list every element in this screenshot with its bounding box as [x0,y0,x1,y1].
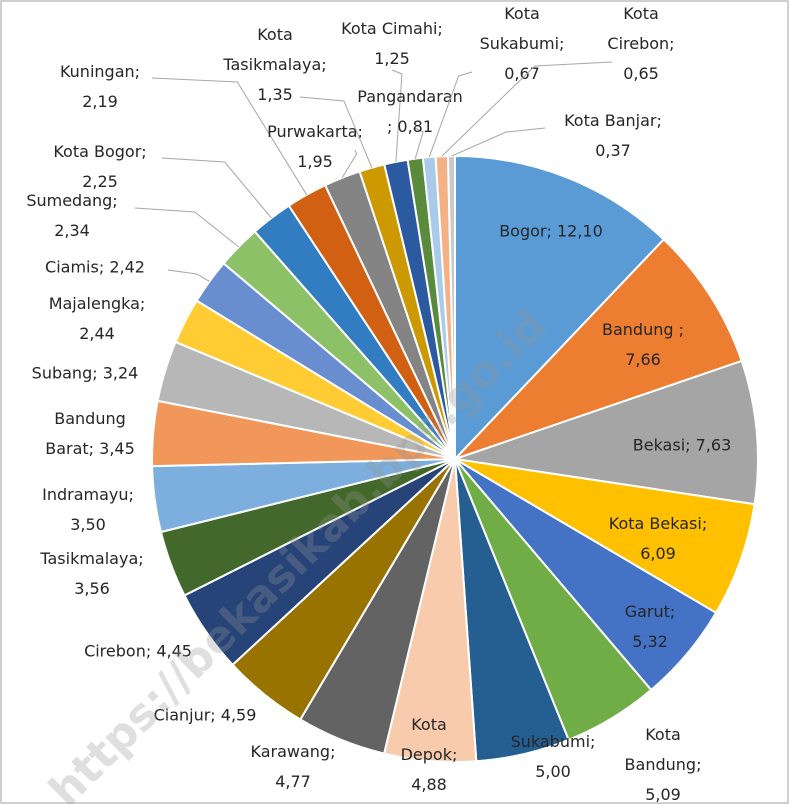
data-label: Kota Bekasi; 6,09 [609,514,707,563]
data-label: Sumedang; 2,34 [26,191,117,240]
data-label: Cirebon; 4,45 [84,642,192,661]
leader-line [391,69,403,162]
leader-line [167,269,210,282]
leader-line [414,127,424,159]
data-label: Kota Cirebon; 0,65 [607,4,674,83]
data-label: Bandung Barat; 3,45 [45,409,135,458]
data-label: Kota Bandung; 5,09 [625,725,702,804]
leader-line [161,157,272,219]
leader-line [134,207,239,248]
data-label: Kota Tasikmalaya; 1,35 [222,25,326,104]
leader-line [428,71,473,158]
leader-line [341,149,358,179]
data-label: Cianjur; 4,59 [154,706,257,725]
data-label: Kuningan; 2,19 [60,62,140,111]
data-label: Pangandaran; 0,81 [357,87,462,136]
pie [151,154,759,763]
data-label: Bekasi; 7,63 [633,436,732,455]
leader-line [151,77,308,196]
data-label: Garut; 5,32 [625,602,676,651]
labels: Bogor; 12,10 Bandung ; 7,66 Bekasi; 7,63 Kot… [26,4,731,804]
data-label: Kota Depok; 4,88 [401,715,458,794]
data-label: Kota Bogor; 2,25 [53,142,146,191]
data-label: Sukabumi; 5,00 [511,732,596,781]
data-label: Ciamis; 2,42 [45,258,145,277]
slice [454,154,666,462]
leader-line [441,61,613,157]
data-label: Kota Banjar; 0,37 [564,111,662,160]
data-label: Tasikmalaya; 3,56 [39,549,143,598]
leader-line [299,96,373,168]
data-label: Bandung ; 7,66 [602,320,684,369]
data-label: Karawang; 4,77 [251,742,336,791]
data-label: Indramayu; 3,50 [42,485,134,534]
slice [454,237,743,460]
data-label: Kota Sukabumi; 0,67 [480,4,565,83]
data-label: Kota Cimahi; 1,25 [341,19,443,68]
data-label: Majalengka; 2,44 [49,294,146,343]
slice [454,359,759,506]
data-label: Bogor; 12,10 [499,222,603,241]
data-label: Subang; 3,24 [32,364,139,383]
data-label: Purwakarta; 1,95 [267,122,363,171]
slice [446,154,456,460]
leader-line [451,127,546,157]
